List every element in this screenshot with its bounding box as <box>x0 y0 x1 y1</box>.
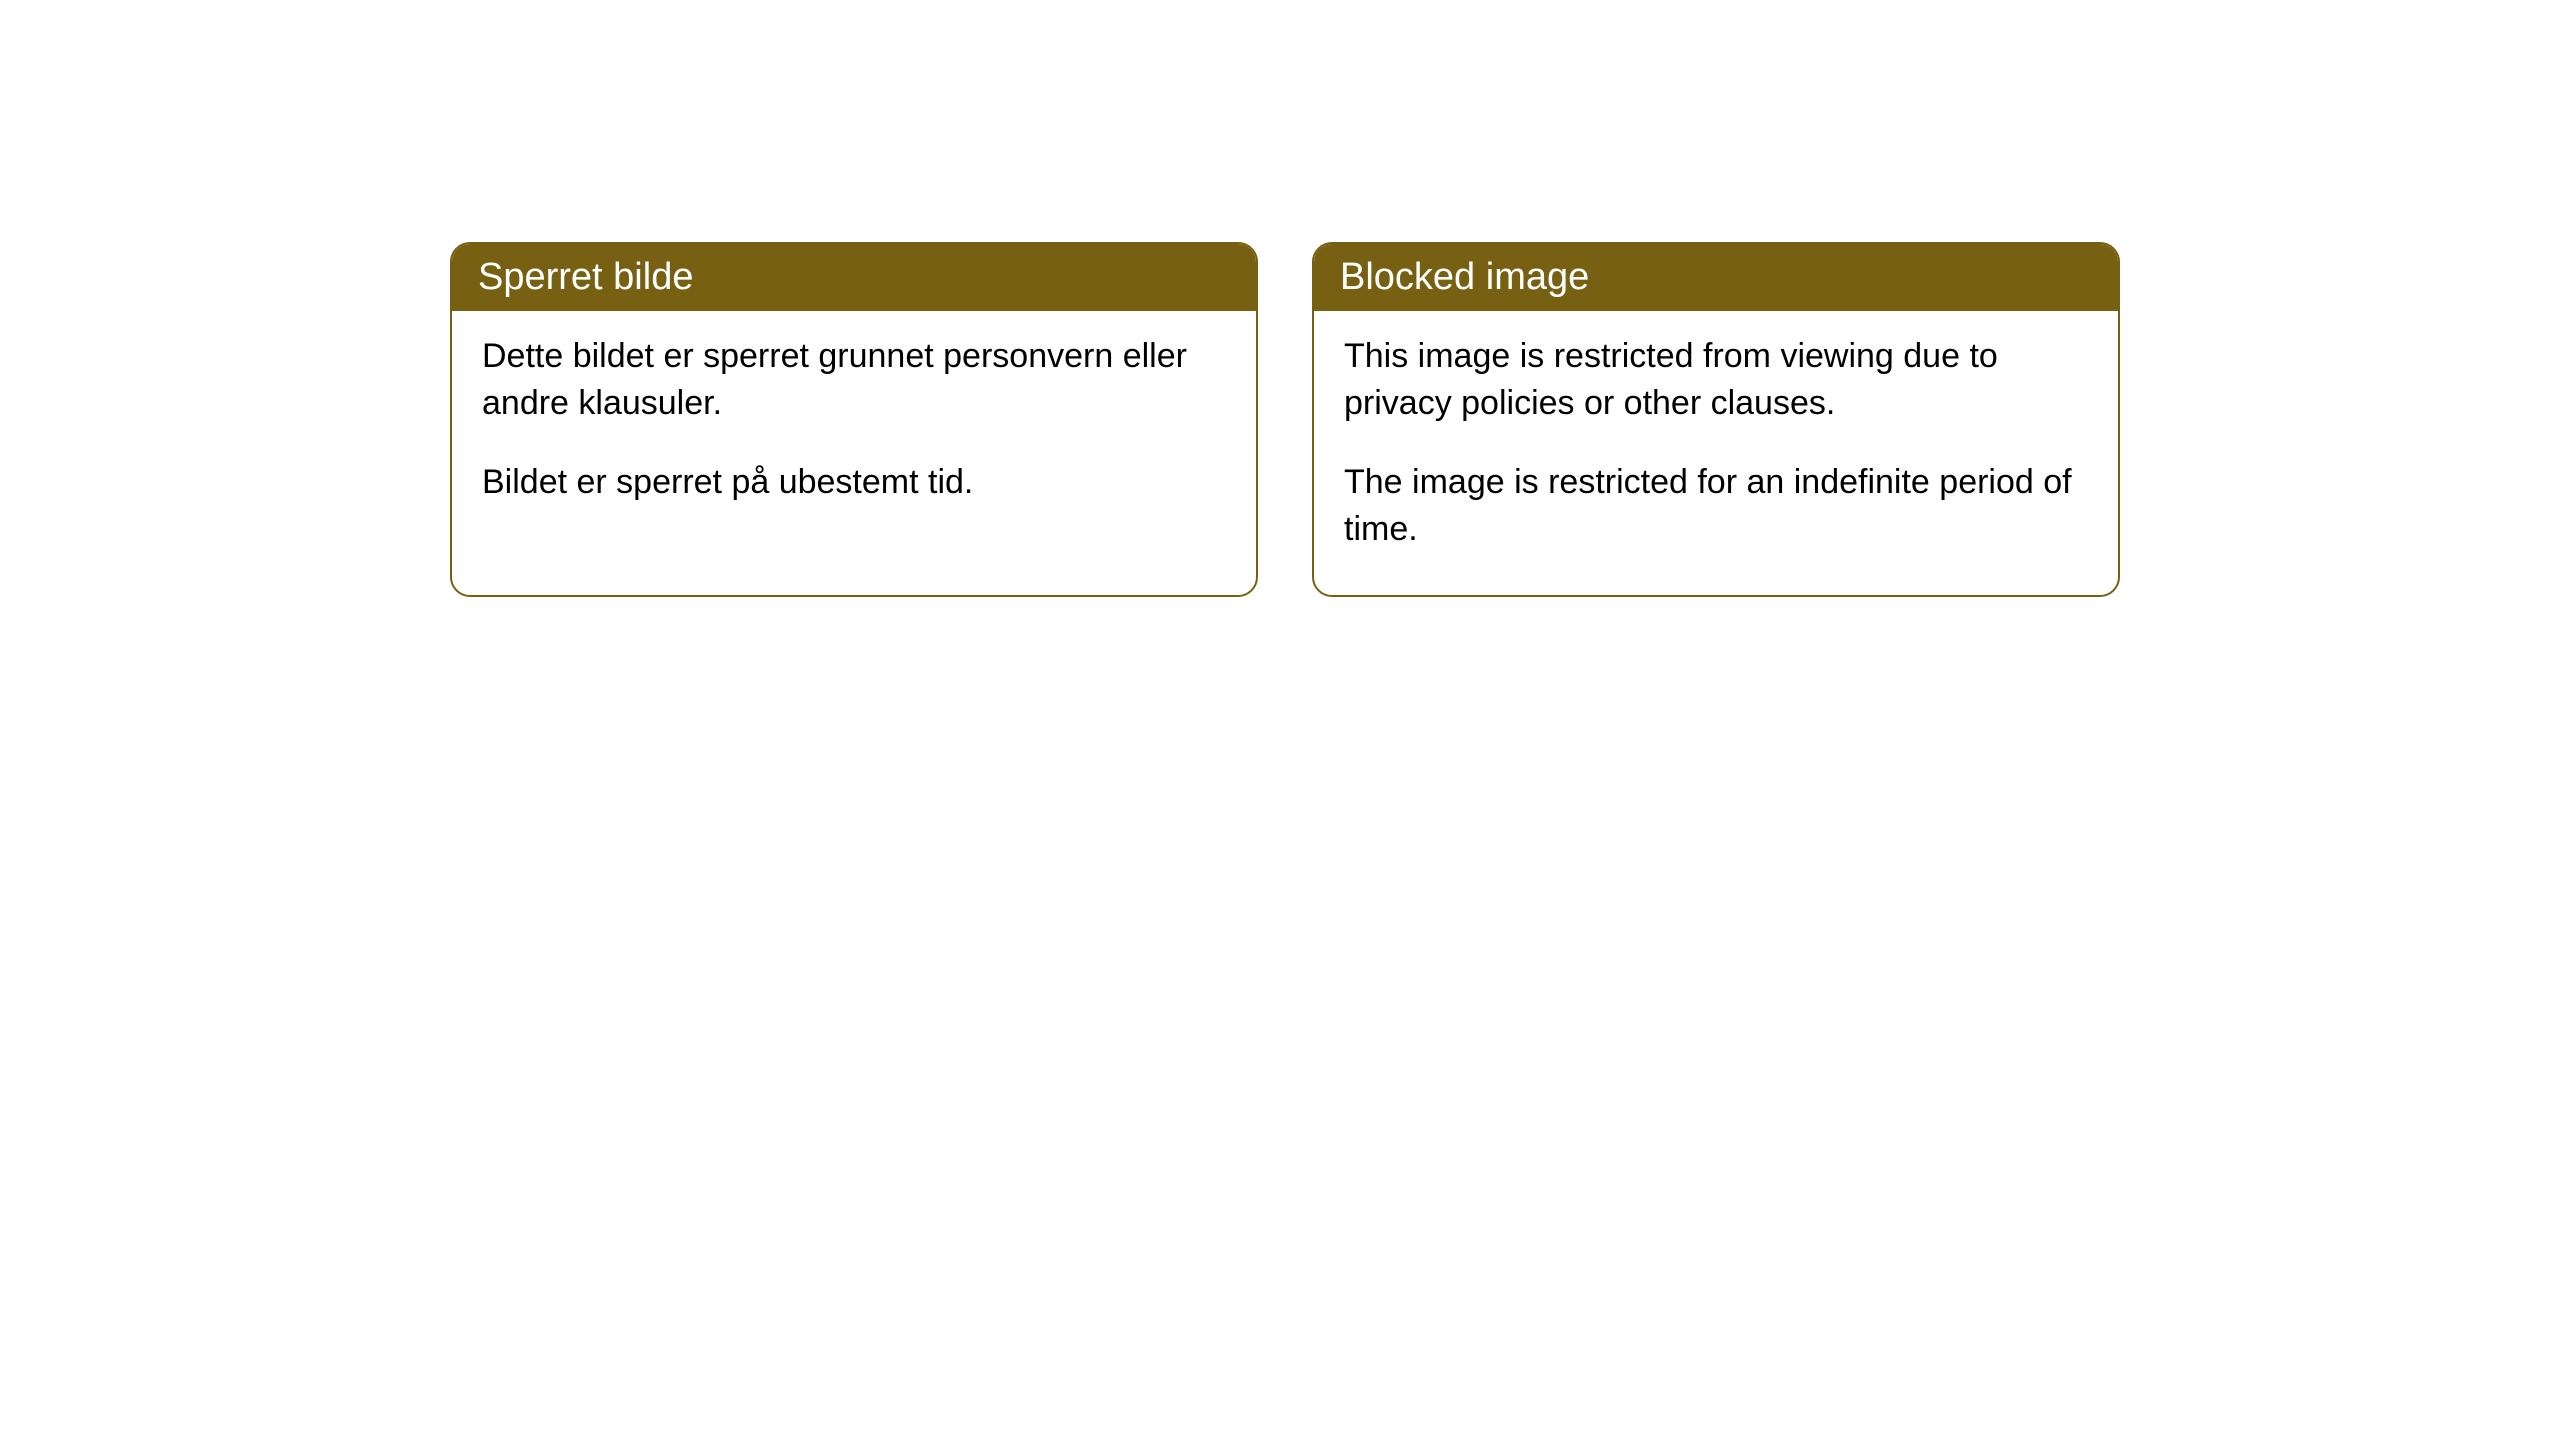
blocked-image-card-english: Blocked image This image is restricted f… <box>1312 242 2120 597</box>
card-paragraph: Dette bildet er sperret grunnet personve… <box>482 333 1226 427</box>
card-title: Blocked image <box>1340 256 1589 298</box>
card-body: This image is restricted from viewing du… <box>1314 311 2118 595</box>
cards-container: Sperret bilde Dette bildet er sperret gr… <box>450 242 2120 597</box>
card-paragraph: The image is restricted for an indefinit… <box>1344 459 2088 553</box>
card-paragraph: This image is restricted from viewing du… <box>1344 333 2088 427</box>
card-body: Dette bildet er sperret grunnet personve… <box>452 311 1256 548</box>
card-header: Sperret bilde <box>452 244 1256 311</box>
card-header: Blocked image <box>1314 244 2118 311</box>
card-title: Sperret bilde <box>478 256 693 298</box>
card-paragraph: Bildet er sperret på ubestemt tid. <box>482 459 1226 506</box>
blocked-image-card-norwegian: Sperret bilde Dette bildet er sperret gr… <box>450 242 1258 597</box>
